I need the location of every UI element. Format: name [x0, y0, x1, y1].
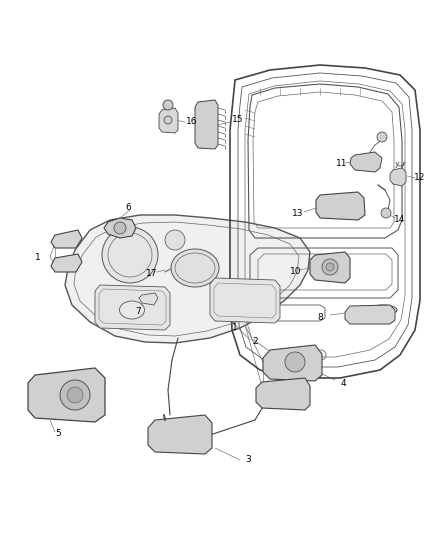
Text: 16: 16	[186, 117, 198, 126]
Circle shape	[60, 380, 90, 410]
Circle shape	[165, 230, 185, 250]
Circle shape	[102, 227, 158, 283]
Text: 12: 12	[414, 173, 426, 182]
Text: 14: 14	[394, 215, 406, 224]
Circle shape	[285, 352, 305, 372]
Text: 10: 10	[290, 268, 302, 277]
Text: 13: 13	[292, 208, 304, 217]
Circle shape	[326, 263, 334, 271]
Polygon shape	[28, 368, 105, 422]
Polygon shape	[65, 215, 310, 343]
Circle shape	[67, 387, 83, 403]
Text: 15: 15	[232, 116, 244, 125]
Text: 7: 7	[135, 308, 141, 317]
Polygon shape	[263, 345, 322, 381]
Text: 17: 17	[146, 269, 158, 278]
Polygon shape	[51, 230, 82, 248]
Polygon shape	[345, 305, 395, 324]
Text: 4: 4	[340, 378, 346, 387]
Polygon shape	[139, 293, 158, 305]
Circle shape	[164, 116, 172, 124]
Circle shape	[377, 132, 387, 142]
Polygon shape	[350, 152, 382, 172]
Circle shape	[381, 208, 391, 218]
Polygon shape	[148, 415, 212, 454]
Polygon shape	[210, 278, 280, 323]
Polygon shape	[316, 192, 365, 220]
Text: 5: 5	[55, 430, 61, 439]
Polygon shape	[390, 168, 406, 186]
Polygon shape	[95, 285, 170, 330]
Polygon shape	[51, 254, 82, 272]
Ellipse shape	[120, 301, 145, 319]
Text: 6: 6	[125, 204, 131, 213]
Text: 8: 8	[317, 312, 323, 321]
Text: 1: 1	[35, 253, 41, 262]
Ellipse shape	[171, 249, 219, 287]
Text: 3: 3	[245, 456, 251, 464]
Polygon shape	[310, 252, 350, 283]
Text: 2: 2	[252, 337, 258, 346]
Circle shape	[322, 259, 338, 275]
Circle shape	[114, 222, 126, 234]
Polygon shape	[159, 108, 178, 133]
Circle shape	[163, 100, 173, 110]
Polygon shape	[256, 378, 310, 410]
Polygon shape	[104, 218, 136, 238]
Polygon shape	[195, 100, 218, 149]
Text: 11: 11	[336, 158, 348, 167]
Text: 1: 1	[232, 322, 238, 332]
